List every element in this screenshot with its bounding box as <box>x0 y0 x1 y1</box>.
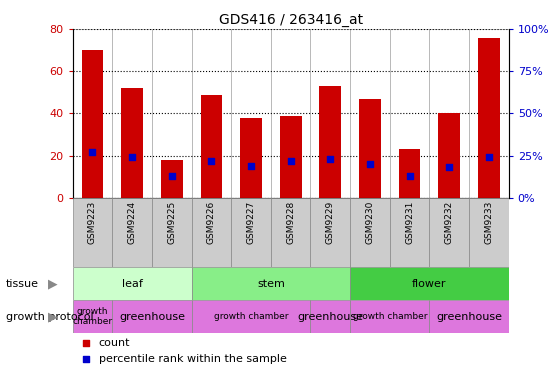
FancyBboxPatch shape <box>429 300 509 333</box>
Point <box>445 164 454 170</box>
Point <box>405 287 414 292</box>
Text: GSM9225: GSM9225 <box>167 201 176 244</box>
Point <box>405 173 414 179</box>
FancyBboxPatch shape <box>429 198 469 267</box>
Point <box>366 161 375 167</box>
Text: ▶: ▶ <box>48 277 58 290</box>
Text: GSM9227: GSM9227 <box>247 201 255 244</box>
Text: GSM9232: GSM9232 <box>445 201 454 244</box>
Bar <box>152 29 192 198</box>
Point <box>326 156 335 162</box>
Text: greenhouse: greenhouse <box>436 311 502 322</box>
Title: GDS416 / 263416_at: GDS416 / 263416_at <box>219 13 363 27</box>
Text: growth
chamber: growth chamber <box>73 307 112 326</box>
Text: GSM9231: GSM9231 <box>405 201 414 244</box>
Text: ▶: ▶ <box>48 310 58 323</box>
Text: leaf: leaf <box>122 279 143 289</box>
Bar <box>359 99 381 198</box>
Bar <box>350 29 390 198</box>
Text: growth protocol: growth protocol <box>6 311 93 322</box>
Text: growth chamber: growth chamber <box>353 312 427 321</box>
Text: stem: stem <box>257 279 285 289</box>
FancyBboxPatch shape <box>310 198 350 267</box>
FancyBboxPatch shape <box>192 300 310 333</box>
Bar <box>192 29 231 198</box>
Text: GSM9226: GSM9226 <box>207 201 216 244</box>
Text: growth chamber: growth chamber <box>214 312 288 321</box>
Bar <box>161 160 183 198</box>
FancyBboxPatch shape <box>192 267 350 300</box>
Bar <box>240 118 262 198</box>
Bar <box>438 113 460 198</box>
FancyBboxPatch shape <box>152 198 192 267</box>
Bar <box>112 29 152 198</box>
Text: percentile rank within the sample: percentile rank within the sample <box>99 354 287 365</box>
Text: GSM9223: GSM9223 <box>88 201 97 244</box>
FancyBboxPatch shape <box>73 267 192 300</box>
Bar <box>201 94 222 198</box>
FancyBboxPatch shape <box>231 198 271 267</box>
Bar <box>271 29 310 198</box>
Point <box>405 137 414 143</box>
Text: GSM9230: GSM9230 <box>366 201 375 244</box>
Bar <box>390 29 429 198</box>
Bar <box>231 29 271 198</box>
Bar <box>121 88 143 198</box>
Point <box>207 158 216 164</box>
Point <box>167 173 176 179</box>
Point <box>247 163 255 169</box>
FancyBboxPatch shape <box>112 198 152 267</box>
Text: greenhouse: greenhouse <box>297 311 363 322</box>
Point <box>127 154 136 160</box>
Text: greenhouse: greenhouse <box>119 311 185 322</box>
Bar <box>280 116 302 198</box>
FancyBboxPatch shape <box>310 300 350 333</box>
FancyBboxPatch shape <box>112 300 192 333</box>
Text: GSM9228: GSM9228 <box>286 201 295 244</box>
Point <box>485 154 494 160</box>
Text: GSM9224: GSM9224 <box>127 201 136 244</box>
Bar <box>399 149 420 198</box>
Bar <box>310 29 350 198</box>
Text: GSM9229: GSM9229 <box>326 201 335 244</box>
FancyBboxPatch shape <box>350 267 509 300</box>
Text: GSM9233: GSM9233 <box>484 201 494 244</box>
Bar <box>469 29 509 198</box>
Text: tissue: tissue <box>6 279 39 289</box>
Text: flower: flower <box>412 279 447 289</box>
Bar <box>82 50 103 198</box>
Text: count: count <box>99 338 130 348</box>
Bar <box>73 29 112 198</box>
Point <box>88 149 97 155</box>
Bar <box>429 29 469 198</box>
FancyBboxPatch shape <box>73 300 112 333</box>
FancyBboxPatch shape <box>350 300 429 333</box>
Bar <box>478 38 500 198</box>
FancyBboxPatch shape <box>390 198 429 267</box>
FancyBboxPatch shape <box>469 198 509 267</box>
FancyBboxPatch shape <box>271 198 310 267</box>
FancyBboxPatch shape <box>73 198 112 267</box>
Point <box>286 158 295 164</box>
FancyBboxPatch shape <box>192 198 231 267</box>
FancyBboxPatch shape <box>350 198 390 267</box>
Bar <box>319 86 341 198</box>
